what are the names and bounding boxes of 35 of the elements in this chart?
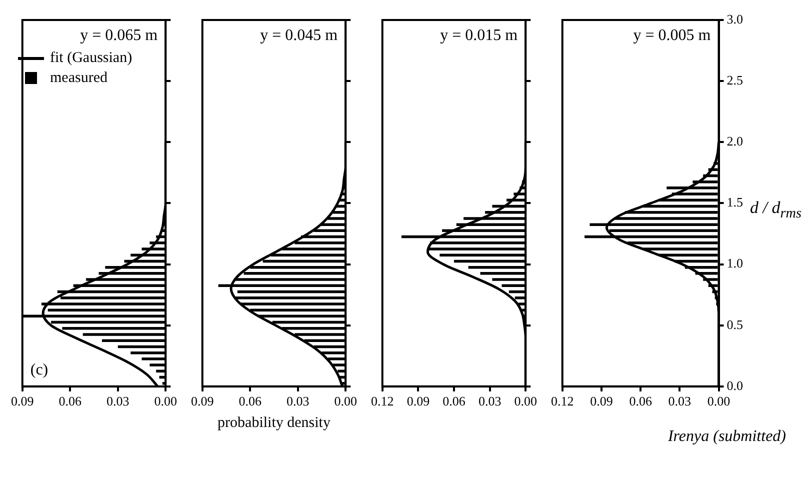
x-axis-title: probability density [216,415,332,432]
y-tick-label: 2.5 [726,72,743,88]
x-tick-label: 0.00 [334,394,357,409]
annotation: (c) [30,362,48,379]
y-tick-label: 0.5 [726,316,743,332]
y-tick-label: 1.0 [726,256,743,271]
x-tick-label: 0.03 [286,394,310,409]
x-tick-label: 0.03 [478,394,502,409]
x-tick-label: 0.00 [707,394,730,409]
x-tick-label: 0.09 [590,394,613,409]
x-tick-label: 0.00 [154,394,177,409]
y-tick-label: 0.0 [726,378,743,393]
y-tick-label: 1.5 [726,194,743,210]
x-tick-label: 0.00 [514,394,537,409]
legend-label: fit (Gaussian) [50,49,132,68]
annotation: y = 0.015 m [440,27,518,44]
x-tick-label: 0.03 [668,394,692,409]
x-tick-label: 0.09 [11,394,34,409]
annotation: y = 0.005 m [633,27,712,44]
annotation: y = 0.065 m [80,27,158,44]
x-tick-label: 0.12 [371,394,394,409]
x-tick-label: 0.06 [629,394,652,409]
y-axis-title: d / d$_{rms}$ [750,198,802,222]
x-tick-label: 0.06 [442,394,466,409]
y-tick-label: 3.0 [726,11,743,26]
x-tick-label: 0.09 [191,394,214,409]
x-tick-label: 0.06 [58,394,82,409]
x-tick-label: 0.12 [551,394,574,409]
x-tick-label: 0.03 [106,394,130,409]
y-tick-label: 2.0 [726,134,743,149]
legend-label: measured [50,69,108,88]
annotation: y = 0.045 m [260,27,338,44]
x-tick-label: 0.06 [238,394,262,409]
x-tick-label: 0.09 [406,394,430,409]
text: Irenya (submitted) [668,428,786,445]
